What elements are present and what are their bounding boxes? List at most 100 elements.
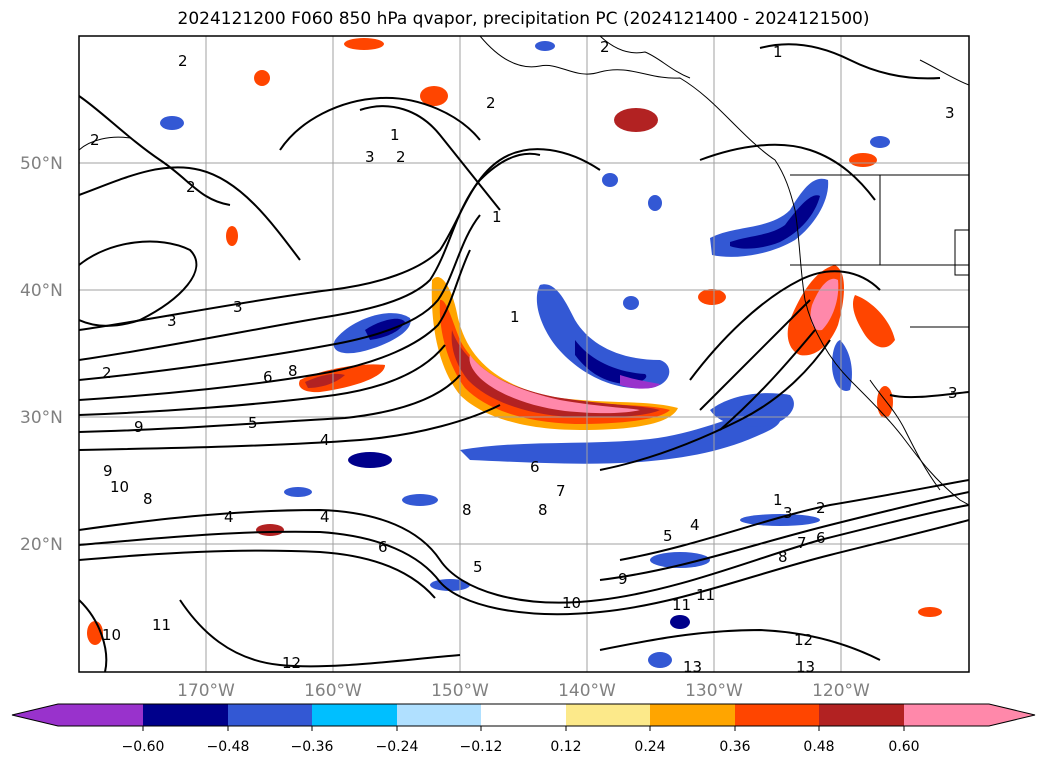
colorbar-segment (566, 704, 652, 726)
contour-label: 9 (103, 462, 113, 480)
colorbar-segment (58, 704, 144, 726)
contour-label: 6 (530, 458, 540, 476)
lat-label-50n: 50°N (20, 154, 63, 174)
colorbar-segment (12, 704, 58, 726)
colorbar-segment (312, 704, 398, 726)
contour-label: 7 (797, 534, 807, 552)
precip-positive-west-dark (305, 373, 345, 388)
colorbar-tick-label: 0.36 (719, 739, 750, 755)
colorbar-segment (650, 704, 736, 726)
precip-blob (420, 86, 448, 106)
colorbar-segment (143, 704, 229, 726)
contour-label: 7 (556, 482, 566, 500)
contour-label: 10 (102, 626, 121, 644)
contour-label: 2 (186, 178, 196, 196)
map-frame (78, 35, 970, 673)
contour-label: 13 (683, 658, 702, 676)
precip-blob (344, 38, 384, 50)
precip-blob (348, 452, 392, 468)
contour-label: 2 (90, 131, 100, 149)
contour-label: 2 (486, 94, 496, 112)
contour-label: 1 (773, 43, 783, 61)
contour-label: 12 (282, 654, 301, 672)
map-title: 2024121200 F060 850 hPa qvapor, precipit… (177, 9, 870, 29)
precip-positive-band-peak (469, 355, 640, 414)
contour-label: 3 (167, 312, 177, 330)
colorbar-tick-label: −0.24 (376, 739, 419, 755)
precip-coast-negative-south (710, 393, 794, 427)
contour-label: 5 (663, 527, 673, 545)
precip-blob (698, 289, 726, 305)
contour-label: 10 (562, 594, 581, 612)
lat-label-30n: 30°N (20, 408, 63, 428)
colorbar-segment (904, 704, 990, 726)
contour-label: 6 (263, 368, 273, 386)
precip-blob (870, 136, 890, 148)
contour-label: 1 (510, 308, 520, 326)
precip-blob (402, 494, 438, 506)
colorbar: −0.60 −0.48 −0.36 −0.24 −0.12 0.12 0.24 … (11, 703, 1036, 755)
contour-label: 9 (134, 418, 144, 436)
lon-label-130w: 130°W (685, 681, 743, 701)
lat-label-20n: 20°N (20, 535, 63, 555)
contour-label: 3 (365, 148, 375, 166)
contour-label: 11 (696, 586, 715, 604)
contour-label: 8 (778, 548, 788, 566)
precip-blob (877, 386, 893, 418)
contour-label: 2 (178, 52, 188, 70)
precip-blob (256, 524, 284, 536)
precip-blob (254, 70, 270, 86)
contour-label: 8 (143, 490, 153, 508)
contour-label: 5 (473, 558, 483, 576)
colorbar-segment (228, 704, 314, 726)
contour-labels: 1 2 3 2 1 2 2 3 3 2 1 1 2 3 6 8 9 9 10 8… (90, 38, 958, 676)
precip-coast-negative (710, 178, 829, 257)
contour-label: 3 (233, 298, 243, 316)
graticule (79, 36, 969, 672)
colorbar-tick-label: −0.60 (122, 739, 165, 755)
contour-label: 1 (390, 126, 400, 144)
precip-blob (226, 226, 238, 246)
contour-label: 12 (794, 631, 813, 649)
precip-blob (602, 173, 618, 187)
contour-label: 1 (492, 208, 502, 226)
contour-label: 2 (816, 499, 826, 517)
contour-label: 6 (816, 529, 826, 547)
humidity-contours (79, 43, 969, 672)
colorbar-segment (735, 704, 821, 726)
colorbar-segment (397, 704, 483, 726)
precip-blob (623, 296, 639, 310)
lon-label-140w: 140°W (558, 681, 616, 701)
precip-blob (650, 552, 710, 568)
precip-negative-band-east-dark (575, 340, 647, 384)
colorbar-frame (11, 703, 1036, 727)
colorbar-tick-label: 0.24 (634, 739, 665, 755)
lon-label-170w: 170°W (177, 681, 235, 701)
lat-label-40n: 40°N (20, 281, 63, 301)
contour-label: 4 (320, 508, 330, 526)
precip-blob (740, 514, 820, 526)
precip-negative-band-east-purple (620, 375, 660, 389)
contour-label: 11 (152, 616, 171, 634)
precip-negative-band-east (536, 284, 670, 389)
precip-coast-positive-pink (810, 278, 839, 331)
contour-label: 8 (462, 501, 472, 519)
precip-fields (87, 38, 942, 668)
contour-label: 11 (672, 596, 691, 614)
precip-blob (648, 652, 672, 668)
contour-label: 2 (396, 148, 406, 166)
lon-label-160w: 160°W (304, 681, 362, 701)
contour-label: 4 (320, 431, 330, 449)
contour-label: 2 (102, 364, 112, 382)
precip-blob (614, 108, 658, 132)
contour-label: 1 (773, 491, 783, 509)
precip-blob (284, 487, 312, 497)
map-area: 1 2 3 2 1 2 2 3 3 2 1 1 2 3 6 8 9 9 10 8… (79, 36, 969, 676)
contour-label: 10 (110, 478, 129, 496)
colorbar-segment (819, 704, 905, 726)
latitude-labels: 50°N 40°N 30°N 20°N (20, 154, 63, 555)
longitude-labels: 170°W 160°W 150°W 140°W 130°W 120°W (177, 681, 870, 701)
precip-blob (535, 41, 555, 51)
colorbar-tick-label: 0.48 (803, 739, 834, 755)
precip-blob (849, 153, 877, 167)
